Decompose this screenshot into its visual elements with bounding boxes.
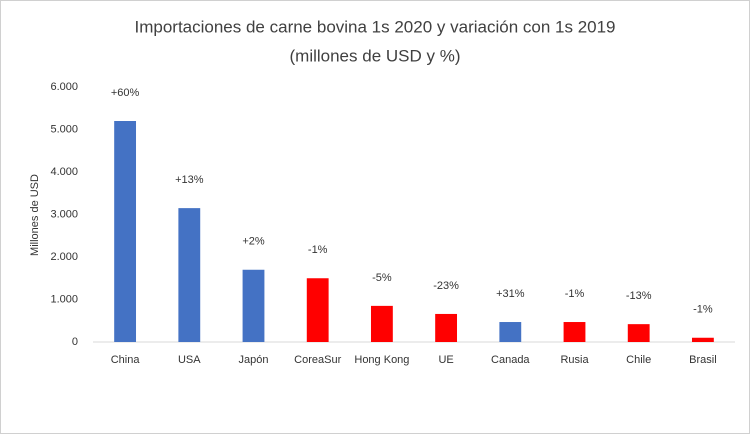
variation-label: -1%	[693, 304, 713, 316]
bar	[499, 322, 522, 342]
y-tick-label: 5.000	[50, 123, 78, 135]
variation-label: +2%	[242, 236, 265, 248]
y-tick-label: 3.000	[50, 208, 78, 220]
y-tick-label: 2.000	[50, 251, 78, 263]
y-tick-label: 0	[72, 336, 78, 348]
x-tick-label: UE	[438, 354, 453, 366]
x-tick-label: Canada	[491, 354, 530, 366]
bar	[178, 208, 201, 342]
bar	[435, 313, 458, 342]
x-tick-label: Brasil	[689, 354, 717, 366]
y-axis-title: Millones de USD	[29, 174, 41, 256]
x-tick-label: USA	[178, 354, 201, 366]
chart-subtitle: (millones de USD y %)	[290, 46, 461, 65]
x-tick-label: Japón	[239, 354, 269, 366]
x-tick-label: China	[111, 354, 141, 366]
bar	[306, 278, 329, 342]
variation-label: +13%	[175, 174, 204, 186]
x-tick-label: CoreaSur	[294, 354, 341, 366]
variation-label: -1%	[565, 288, 585, 300]
bar	[114, 121, 137, 342]
x-tick-label: Chile	[626, 354, 651, 366]
bar	[370, 305, 393, 342]
x-tick-label: Rusia	[560, 354, 589, 366]
chart-title: Importaciones de carne bovina 1s 2020 y …	[134, 17, 615, 36]
variation-label: -13%	[626, 290, 652, 302]
y-tick-label: 4.000	[50, 166, 78, 178]
bar	[691, 337, 714, 342]
variation-label: -23%	[433, 280, 459, 292]
variation-label: -5%	[372, 272, 392, 284]
x-tick-label: Hong Kong	[354, 354, 409, 366]
bar	[627, 324, 650, 342]
y-tick-label: 6.000	[50, 81, 78, 93]
bar	[242, 269, 265, 342]
variation-label: +31%	[496, 288, 525, 300]
variation-label: -1%	[308, 244, 328, 256]
bar	[563, 322, 586, 342]
variation-label: +60%	[111, 87, 140, 99]
y-tick-label: 1.000	[50, 293, 78, 305]
